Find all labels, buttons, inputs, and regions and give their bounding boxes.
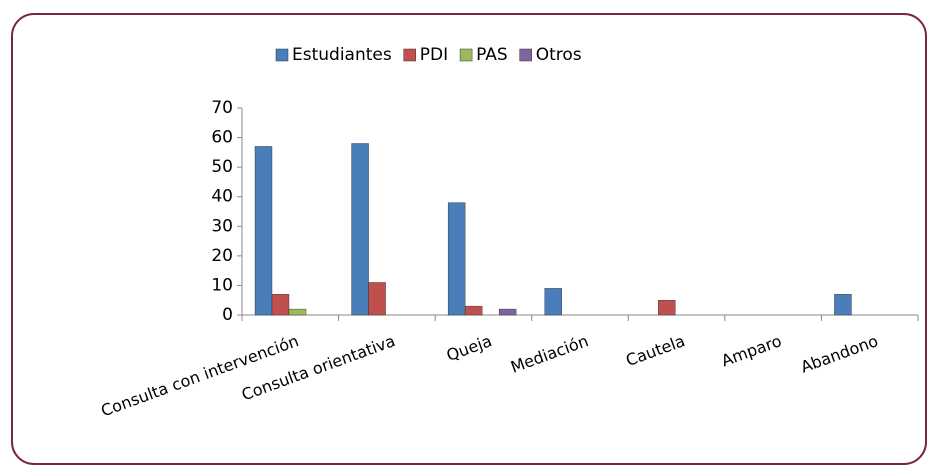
bar [351,143,369,316]
bar [544,288,562,316]
bar [254,146,273,316]
bar [658,300,676,316]
bar [498,308,517,316]
y-tick-label: 10 [211,275,233,295]
bar [447,202,466,316]
y-tick-label: 0 [222,305,233,325]
y-tick-label: 70 [211,98,233,118]
plot-area [242,108,918,315]
legend-swatch [519,48,532,62]
legend-label: Otros [536,45,582,65]
legend-swatch [403,48,416,62]
bar [271,294,290,316]
legend-swatch [459,48,473,62]
y-tick-label: 20 [211,246,233,266]
y-tick-label: 50 [211,157,233,177]
y-tick-label: 40 [211,187,233,207]
y-tick-label: 60 [211,128,233,148]
legend-label: PAS [476,45,508,65]
y-tick-label: 30 [211,216,233,236]
legend-swatch [275,48,289,62]
bar [834,294,852,316]
bar [288,308,307,316]
bar [464,305,483,316]
legend-label: Estudiantes [292,45,392,65]
legend-label: PDI [420,45,448,65]
bar [368,282,386,316]
